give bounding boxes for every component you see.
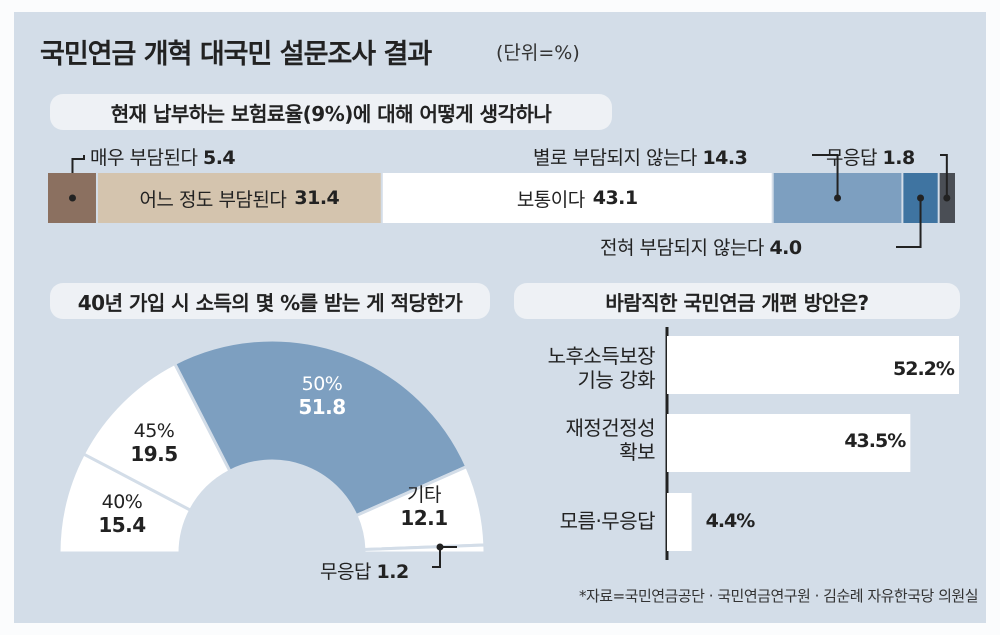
half-donut-chart	[57, 338, 487, 568]
leader-dot-not-at-all	[917, 194, 925, 202]
donut-label-no-answer: 무응답 1.2	[320, 561, 409, 583]
bar-dont-know	[667, 493, 692, 551]
unit-label: (단위=%)	[496, 42, 580, 64]
leader-donut-no-answer	[432, 546, 457, 568]
horizontal-bar-chart	[665, 327, 959, 560]
bar-segment-normal	[381, 173, 773, 223]
leader-not-much	[812, 154, 839, 198]
category-label-pension-security: 노후소득보장 기능 강화	[547, 344, 656, 392]
leader-not-at-all	[896, 198, 922, 248]
bar-fiscal-soundness	[667, 414, 911, 472]
leader-very-burden	[71, 155, 85, 173]
hbar-chart-title: 바람직한 국민연금 개편 방안은?	[514, 283, 960, 319]
donut-label-45: 45% 19.5	[130, 420, 178, 466]
bar-value-pension-security: 52.2%	[893, 358, 955, 380]
donut-label-other: 기타 12.1	[400, 484, 448, 530]
leader-dot-very-burden	[68, 194, 76, 202]
stacked-bar-title: 현재 납부하는 보험료율(9%)에 대해 어떻게 생각하나	[50, 94, 612, 130]
label-no-answer-1: 무응답 1.8	[826, 147, 915, 169]
page-title: 국민연금 개혁 대국민 설문조사 결과	[40, 39, 432, 70]
label-somewhat-burden: 어느 정도 부담된다 31.4	[139, 187, 340, 211]
label-very-burden: 매우 부담된다 5.4	[90, 147, 236, 169]
category-label-fiscal-soundness: 재정건정성 확보	[565, 416, 656, 464]
leader-dot-donut-no-answer	[436, 543, 444, 551]
leader-dot-not-much	[834, 194, 842, 202]
donut-label-50: 50% 51.8	[298, 373, 346, 419]
bar-segment-somewhat-burden	[96, 173, 382, 223]
bar-pension-security	[667, 336, 959, 394]
label-normal: 보통이다 43.1	[516, 187, 638, 211]
donut-label-40: 40% 15.4	[98, 491, 146, 537]
leader-dot-no-answer	[943, 194, 951, 202]
stacked-bar-leaders	[68, 154, 951, 248]
stacked-bar	[48, 173, 955, 223]
source-note: *자료=국민연금공단 · 국민연금연구원 · 김순례 자유한국당 의원실	[578, 587, 979, 605]
bar-value-dont-know: 4.4%	[705, 510, 756, 532]
donut-slice-50	[172, 338, 469, 518]
category-label-dont-know: 모름·무응답	[559, 509, 656, 533]
donut-chart-title: 40년 가입 시 소득의 몇 %를 받는 게 적당한가	[50, 283, 490, 319]
label-not-at-all-burden: 전혀 부담되지 않는다 4.0	[600, 237, 802, 259]
bar-value-fiscal-soundness: 43.5%	[844, 430, 906, 452]
leader-no-answer	[940, 154, 948, 198]
label-not-much-burden: 별로 부담되지 않는다 14.3	[533, 147, 748, 169]
